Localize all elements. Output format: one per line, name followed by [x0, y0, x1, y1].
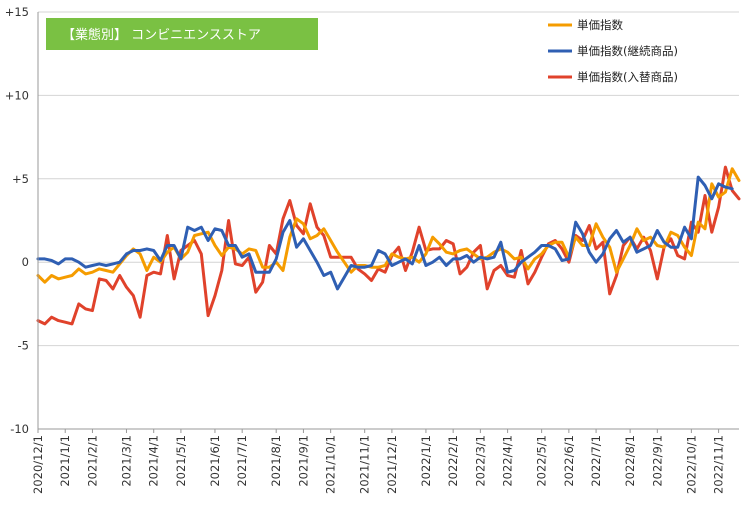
- series-line-1: [36, 175, 734, 291]
- x-tick-label: 2021/1/1: [58, 435, 72, 487]
- y-tick-label: +5: [12, 172, 29, 186]
- x-tick-label: 2022/1/1: [419, 435, 433, 487]
- x-tick-label: 2021/11/1: [358, 435, 372, 494]
- chart-title: 【業態別】 コンビニエンスストア: [62, 27, 261, 43]
- y-tick-label: +15: [5, 5, 29, 19]
- legend-label: 単価指数: [577, 18, 623, 32]
- x-tick-label: 2022/10/1: [684, 435, 698, 494]
- series-lines: [36, 165, 741, 326]
- x-tick-label: 2022/4/1: [501, 435, 515, 487]
- x-tick-label: 2022/11/1: [712, 435, 726, 494]
- x-tick-label: 2021/10/1: [324, 435, 338, 494]
- y-tick-label: +10: [5, 88, 29, 102]
- y-axis-ticks: +15 +10 +5 0 -5 -10: [5, 5, 29, 436]
- series-line-2: [36, 165, 741, 326]
- title-box: [46, 18, 318, 50]
- axes: [37, 12, 739, 430]
- x-tick-label: 2022/9/1: [650, 435, 664, 487]
- x-tick-label: 2021/2/1: [85, 435, 99, 487]
- x-tick-label: 2021/8/1: [269, 435, 283, 487]
- x-tick-label: 2022/7/1: [589, 435, 603, 487]
- x-tick-label: 2022/2/1: [446, 435, 460, 487]
- x-tick-label: 2021/4/1: [147, 435, 161, 487]
- y-tick-label: -5: [18, 339, 29, 353]
- x-tick-label: 2021/7/1: [235, 435, 249, 487]
- x-tick-label: 2021/3/1: [119, 435, 133, 487]
- x-tick-label: 2021/12/1: [385, 435, 399, 494]
- legend-label: 単価指数(継続商品): [577, 44, 678, 58]
- x-tick-label: 2022/5/1: [535, 435, 549, 487]
- x-tick-label: 2022/6/1: [562, 435, 576, 487]
- x-tick-label: 2022/3/1: [473, 435, 487, 487]
- legend-label: 単価指数(入替商品): [577, 70, 678, 84]
- x-axis-ticks: 2020/12/1 2021/1/1 2021/2/1 2021/3/1 2021/4/…: [31, 429, 726, 494]
- x-tick-label: 2022/8/1: [623, 435, 637, 487]
- x-tick-label: 2020/12/1: [31, 435, 45, 494]
- y-tick-label: 0: [22, 255, 29, 269]
- x-tick-label: 2021/5/1: [174, 435, 188, 487]
- y-tick-label: -10: [10, 422, 29, 436]
- x-tick-label: 2021/6/1: [208, 435, 222, 487]
- x-tick-label: 2021/9/1: [296, 435, 310, 487]
